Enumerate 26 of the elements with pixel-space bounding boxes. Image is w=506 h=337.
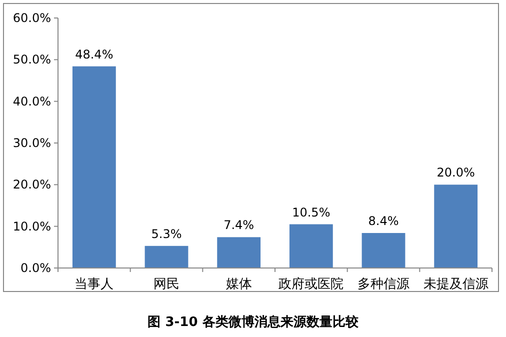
data-label: 8.4% — [368, 214, 399, 228]
x-tick-label: 媒体 — [226, 277, 252, 292]
y-tick-label: 60.0% — [12, 11, 51, 25]
y-tick-label: 50.0% — [12, 52, 51, 67]
bar — [217, 237, 261, 268]
bar — [144, 246, 188, 268]
text: 图 3-10 各类微博消息来源数量比较 — [148, 314, 360, 330]
data-label: 5.3% — [151, 226, 182, 241]
y-tick-label: 10.0% — [12, 219, 51, 234]
bar — [289, 224, 333, 268]
x-tick-label: 当事人 — [74, 277, 114, 292]
data-label: 20.0% — [436, 166, 475, 180]
bar — [72, 66, 116, 268]
x-tick-label: 未提及信源 — [423, 277, 488, 292]
y-tick-label: 40.0% — [12, 94, 51, 108]
x-tick-label: 多种信源 — [358, 277, 410, 292]
y-tick-label: 30.0% — [12, 136, 51, 150]
y-tick-label: 0.0% — [20, 261, 51, 275]
bar — [434, 184, 478, 268]
x-tick-label: 网民 — [154, 277, 180, 292]
data-label: 7.4% — [224, 218, 254, 232]
y-tick-label: 20.0% — [12, 178, 51, 192]
bar — [362, 233, 406, 268]
x-tick-label: 政府或医院 — [278, 276, 344, 292]
data-label: 10.5% — [292, 205, 330, 220]
data-label: 48.4% — [75, 47, 114, 62]
